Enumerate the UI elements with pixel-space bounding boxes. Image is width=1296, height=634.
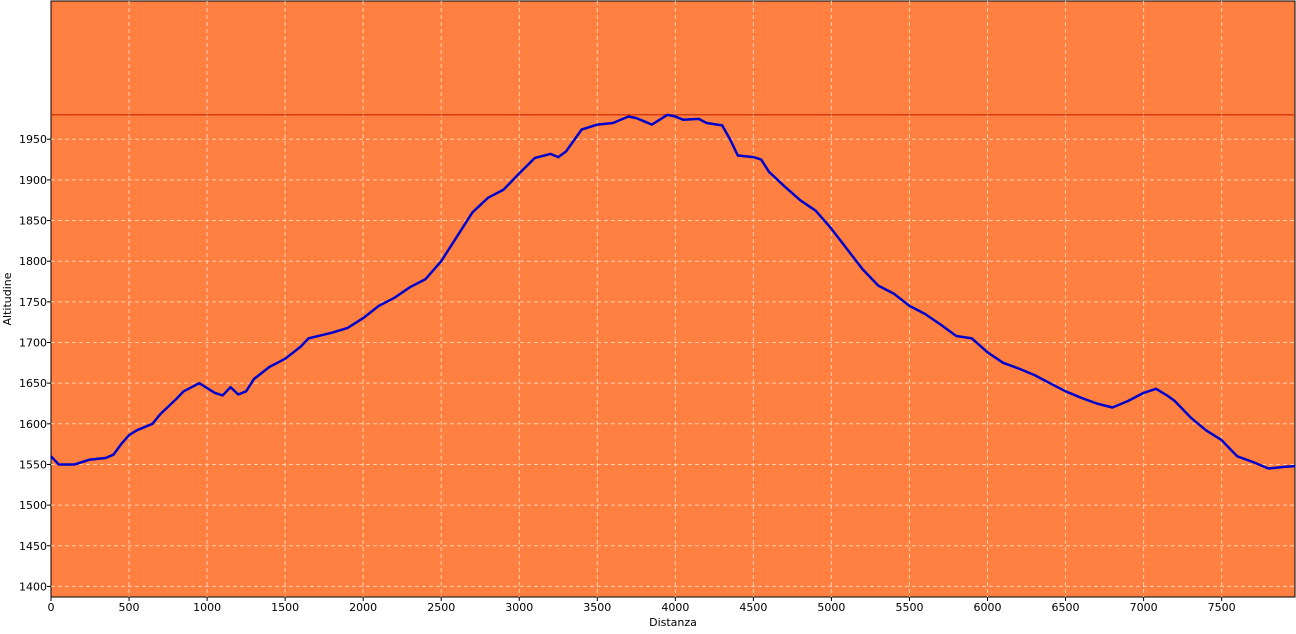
y-tick-label: 1750 bbox=[19, 296, 47, 309]
x-tick-label: 0 bbox=[48, 601, 55, 614]
y-tick-label: 1850 bbox=[19, 215, 47, 228]
y-axis-label: Altitudine bbox=[1, 272, 14, 325]
y-tick-label: 1650 bbox=[19, 377, 47, 390]
x-tick-label: 2500 bbox=[427, 601, 455, 614]
x-tick-label: 7000 bbox=[1130, 601, 1158, 614]
x-tick-label: 7500 bbox=[1208, 601, 1236, 614]
x-tick-label: 500 bbox=[119, 601, 140, 614]
y-tick-label: 1400 bbox=[19, 580, 47, 593]
x-tick-label: 6000 bbox=[974, 601, 1002, 614]
y-tick-label: 1900 bbox=[19, 174, 47, 187]
x-axis-ticks: 0 500 1000 1500 2000 2500 3000 3500 4000 4500 5000… bbox=[48, 597, 1236, 614]
y-tick-label: 1550 bbox=[19, 458, 47, 471]
y-axis-ticks: 1400 1450 1500 1550 1600 1650 1700 1750 1800 1850… bbox=[19, 133, 51, 593]
y-tick-label: 1600 bbox=[19, 418, 47, 431]
x-tick-label: 5000 bbox=[817, 601, 845, 614]
x-tick-label: 2000 bbox=[349, 601, 377, 614]
x-tick-label: 1500 bbox=[271, 601, 299, 614]
grid-lines bbox=[51, 1, 1295, 597]
x-tick-label: 5500 bbox=[895, 601, 923, 614]
x-axis-label: Distanza bbox=[649, 616, 697, 629]
series-layer bbox=[50, 113, 1296, 470]
elevation-line bbox=[50, 113, 1296, 470]
x-tick-label: 3000 bbox=[505, 601, 533, 614]
x-tick-label: 6500 bbox=[1052, 601, 1080, 614]
x-tick-label: 4000 bbox=[661, 601, 689, 614]
x-tick-label: 3500 bbox=[583, 601, 611, 614]
y-tick-label: 1950 bbox=[19, 133, 47, 146]
y-tick-label: 1500 bbox=[19, 499, 47, 512]
y-tick-label: 1800 bbox=[19, 255, 47, 268]
y-tick-label: 1700 bbox=[19, 337, 47, 350]
y-tick-label: 1450 bbox=[19, 540, 47, 553]
plot-area bbox=[50, 0, 1296, 598]
x-tick-label: 1000 bbox=[193, 601, 221, 614]
x-tick-label: 4500 bbox=[739, 601, 767, 614]
